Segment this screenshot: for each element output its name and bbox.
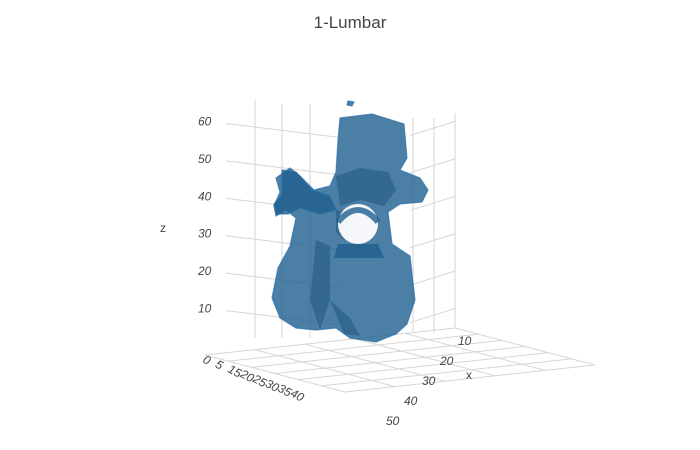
z-tick-label: 60: [198, 114, 212, 128]
y-tick-label: 15: [226, 362, 245, 381]
x-tick-label: 40: [404, 394, 418, 408]
z-gridline-right: [409, 233, 456, 249]
z-tick-label: 30: [198, 227, 212, 241]
x-tick-label: 30: [422, 374, 436, 388]
y-tick-label: 40: [288, 386, 307, 405]
z-gridline: [225, 160, 341, 176]
z-gridline-right: [409, 158, 456, 174]
floor-gridline: [344, 364, 596, 393]
mesh-part: [273, 169, 337, 215]
z-tick-label: 50: [198, 152, 212, 166]
floor-gridline: [254, 349, 396, 388]
chart-title: 1-Lumbar: [313, 13, 387, 32]
z-gridline-right: [409, 195, 456, 211]
vertebra-mesh: [271, 100, 429, 343]
y-tick-label: 0: [201, 352, 214, 368]
floor-gridline: [404, 332, 546, 371]
x-tick-label: 10: [458, 334, 472, 348]
z-tick-label: 40: [198, 189, 212, 203]
floor-gridline: [354, 338, 496, 377]
floor-gridline: [251, 339, 502, 368]
floor-gridline: [321, 358, 572, 387]
y-tick-label: 20: [237, 366, 257, 385]
floor-gridline: [204, 327, 456, 356]
x-axis-title: x: [466, 368, 472, 382]
y-tick-label: 30: [263, 376, 282, 395]
mesh-fragment: [346, 100, 355, 107]
z-gridline-right: [409, 308, 456, 324]
floor-gridline: [274, 346, 526, 374]
y-tick-label: 25: [250, 371, 270, 390]
z-tick-label: 10: [198, 302, 212, 316]
z-tick-label: 20: [197, 264, 212, 278]
lamina-arch: [335, 207, 381, 225]
floor-gridline: [454, 327, 596, 366]
x-tick-label: 50: [386, 414, 400, 428]
body-upper-rim: [334, 244, 384, 258]
floor-gridline: [228, 333, 479, 362]
mesh-shade: [330, 300, 360, 336]
y-tick-label: 5: [213, 357, 226, 373]
z-gridline: [225, 122, 341, 138]
x-tick-label: 20: [439, 354, 454, 368]
y-tick-label: 35: [276, 381, 295, 400]
floor-gridline: [304, 343, 446, 382]
mesh-shade: [336, 168, 396, 206]
z-gridline-right: [409, 121, 456, 136]
mesh-shade: [310, 240, 330, 330]
z-gridline-right: [409, 270, 456, 286]
floor-gridline: [204, 354, 346, 393]
floor-gridline: [298, 352, 549, 381]
z-axis-title: z: [160, 221, 166, 235]
